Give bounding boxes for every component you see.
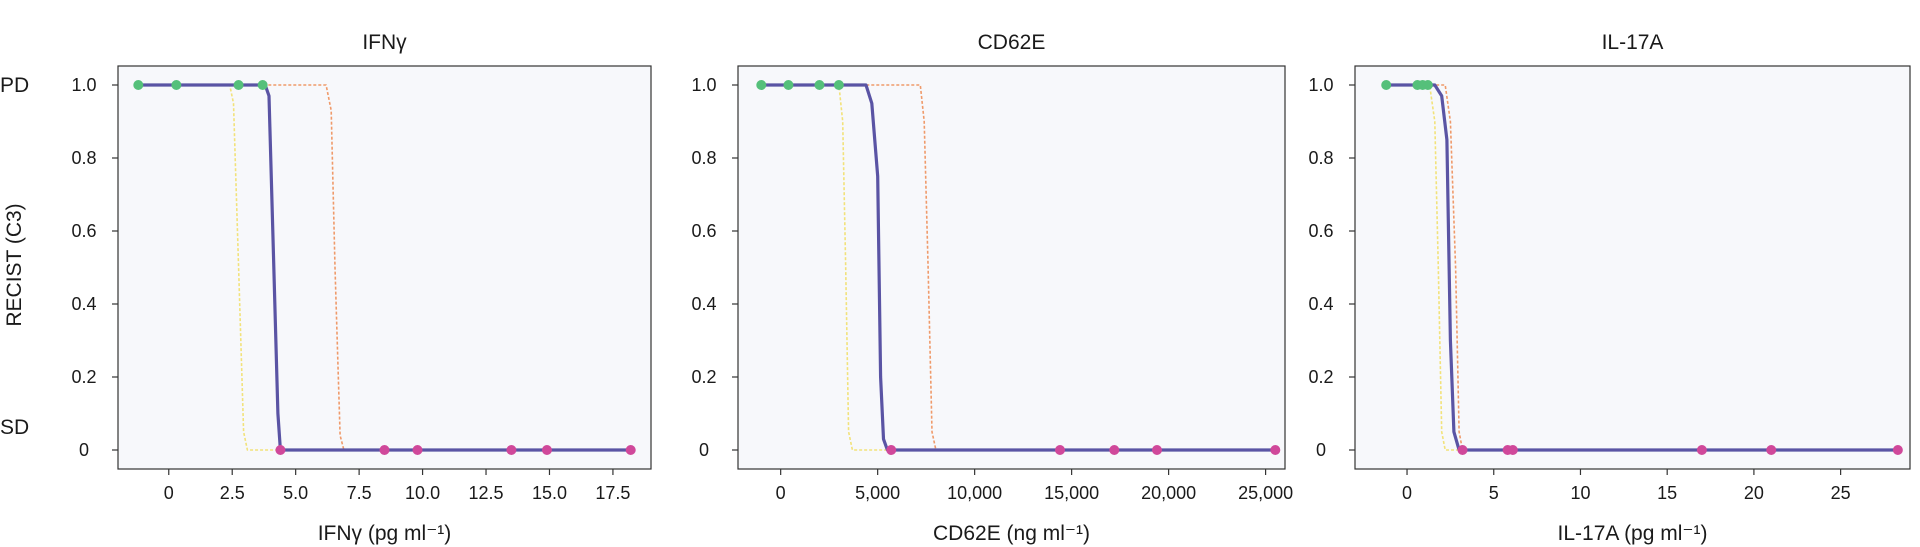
x-tick-label: 5,000 xyxy=(855,483,900,503)
x-tick-label: 0 xyxy=(1402,483,1412,503)
y-tick-label: 0.8 xyxy=(71,148,96,168)
sd-data-point xyxy=(1766,445,1777,455)
chart-panel-1: IFNγ 0 0.2 0.4 0.6 0.8 1.0 0 2.5 5.0 7.5 10.0 12.5 15… xyxy=(71,31,652,545)
pd-data-point xyxy=(814,80,825,90)
sd-data-point xyxy=(412,445,423,455)
y-tick-label: 0.2 xyxy=(691,367,716,387)
y-tick-label: 0.6 xyxy=(691,221,716,241)
category-label-pd: PD xyxy=(0,74,29,97)
sd-data-point xyxy=(1054,445,1065,455)
x-tick-label: 15.0 xyxy=(532,483,567,503)
sd-data-point xyxy=(625,445,636,455)
y-tick-label: 0.4 xyxy=(71,294,96,314)
y-tick-label: 0.6 xyxy=(1308,221,1333,241)
sd-data-point xyxy=(1457,445,1468,455)
x-tick-label: 2.5 xyxy=(220,483,245,503)
x-axis-label: IL-17A (pg ml⁻¹) xyxy=(1558,522,1708,545)
x-tick-label: 25 xyxy=(1831,483,1851,503)
y-tick-label: 0 xyxy=(79,440,89,460)
x-tick-label: 15,000 xyxy=(1044,483,1099,503)
pd-data-point xyxy=(833,80,844,90)
pd-data-point xyxy=(133,80,144,90)
y-tick-label: 1.0 xyxy=(1308,75,1333,95)
upper-bound-curve xyxy=(761,84,1276,451)
upper-bound-curve xyxy=(138,84,631,451)
y-tick-label: 0.4 xyxy=(1308,294,1333,314)
sd-data-point xyxy=(541,445,552,455)
sd-data-point xyxy=(379,445,390,455)
x-tick-label: 20,000 xyxy=(1141,483,1196,503)
y-tick-label: 0.2 xyxy=(1308,367,1333,387)
x-tick-label: 10.0 xyxy=(405,483,440,503)
y-tick-label: 0 xyxy=(1316,440,1326,460)
chart-panel-2: CD62E 0 0.2 0.4 0.6 0.8 1.0 0 5,000 10,000 15,000 2… xyxy=(691,31,1293,545)
y-tick-label: 1.0 xyxy=(691,75,716,95)
pd-data-point xyxy=(171,80,182,90)
pd-data-point xyxy=(1422,80,1433,90)
x-tick-label: 10,000 xyxy=(947,483,1002,503)
plot-frame xyxy=(737,65,1286,470)
y-tick-label: 0.6 xyxy=(71,221,96,241)
y-tick-label: 1.0 xyxy=(71,75,96,95)
sd-data-point xyxy=(275,445,286,455)
x-tick-label: 5.0 xyxy=(283,483,308,503)
lower-bound-curve xyxy=(1386,84,1898,451)
y-tick-label: 0.4 xyxy=(691,294,716,314)
sd-data-point xyxy=(506,445,517,455)
chart-title: IL-17A xyxy=(1602,31,1664,54)
pd-data-point xyxy=(756,80,767,90)
pd-data-point xyxy=(257,80,268,90)
sd-data-point xyxy=(1151,445,1162,455)
y-tick-label: 0.8 xyxy=(1308,148,1333,168)
sd-data-point xyxy=(1892,445,1903,455)
category-label-sd: SD xyxy=(0,416,29,439)
pd-data-point xyxy=(1381,80,1392,90)
x-tick-label: 17.5 xyxy=(595,483,630,503)
x-tick-label: 7.5 xyxy=(347,483,372,503)
chart-panel-3: IL-17A 0 0.2 0.4 0.6 0.8 1.0 0 5 10 15 20 25 IL-17A (… xyxy=(1308,31,1911,545)
x-tick-label: 0 xyxy=(776,483,786,503)
upper-bound-curve xyxy=(1386,84,1898,451)
y-axis-label: RECIST (C3) xyxy=(3,203,26,326)
x-tick-label: 20 xyxy=(1744,483,1764,503)
sd-data-point xyxy=(1507,445,1518,455)
x-axis-label: CD62E (ng ml⁻¹) xyxy=(933,522,1090,545)
x-tick-label: 12.5 xyxy=(469,483,504,503)
x-axis-label: IFNγ (pg ml⁻¹) xyxy=(318,522,452,545)
panels: IFNγ 0 0.2 0.4 0.6 0.8 1.0 0 2.5 5.0 7.5 10.0 12.5 15… xyxy=(71,31,1911,545)
chart-title: CD62E xyxy=(978,31,1046,54)
chart-title: IFNγ xyxy=(362,31,407,54)
pd-data-point xyxy=(783,80,794,90)
y-tick-label: 0.8 xyxy=(691,148,716,168)
x-tick-label: 5 xyxy=(1489,483,1499,503)
x-tick-label: 15 xyxy=(1657,483,1677,503)
y-tick-label: 0 xyxy=(699,440,709,460)
x-tick-label: 25,000 xyxy=(1238,483,1293,503)
sd-data-point xyxy=(886,445,897,455)
sd-data-point xyxy=(1270,445,1281,455)
sd-data-point xyxy=(1109,445,1120,455)
x-tick-label: 10 xyxy=(1570,483,1590,503)
plot-frame xyxy=(117,65,652,470)
main-curve xyxy=(1386,83,1898,452)
y-tick-label: 0.2 xyxy=(71,367,96,387)
sd-data-point xyxy=(1696,445,1707,455)
x-tick-label: 0 xyxy=(164,483,174,503)
pd-data-point xyxy=(233,80,244,90)
